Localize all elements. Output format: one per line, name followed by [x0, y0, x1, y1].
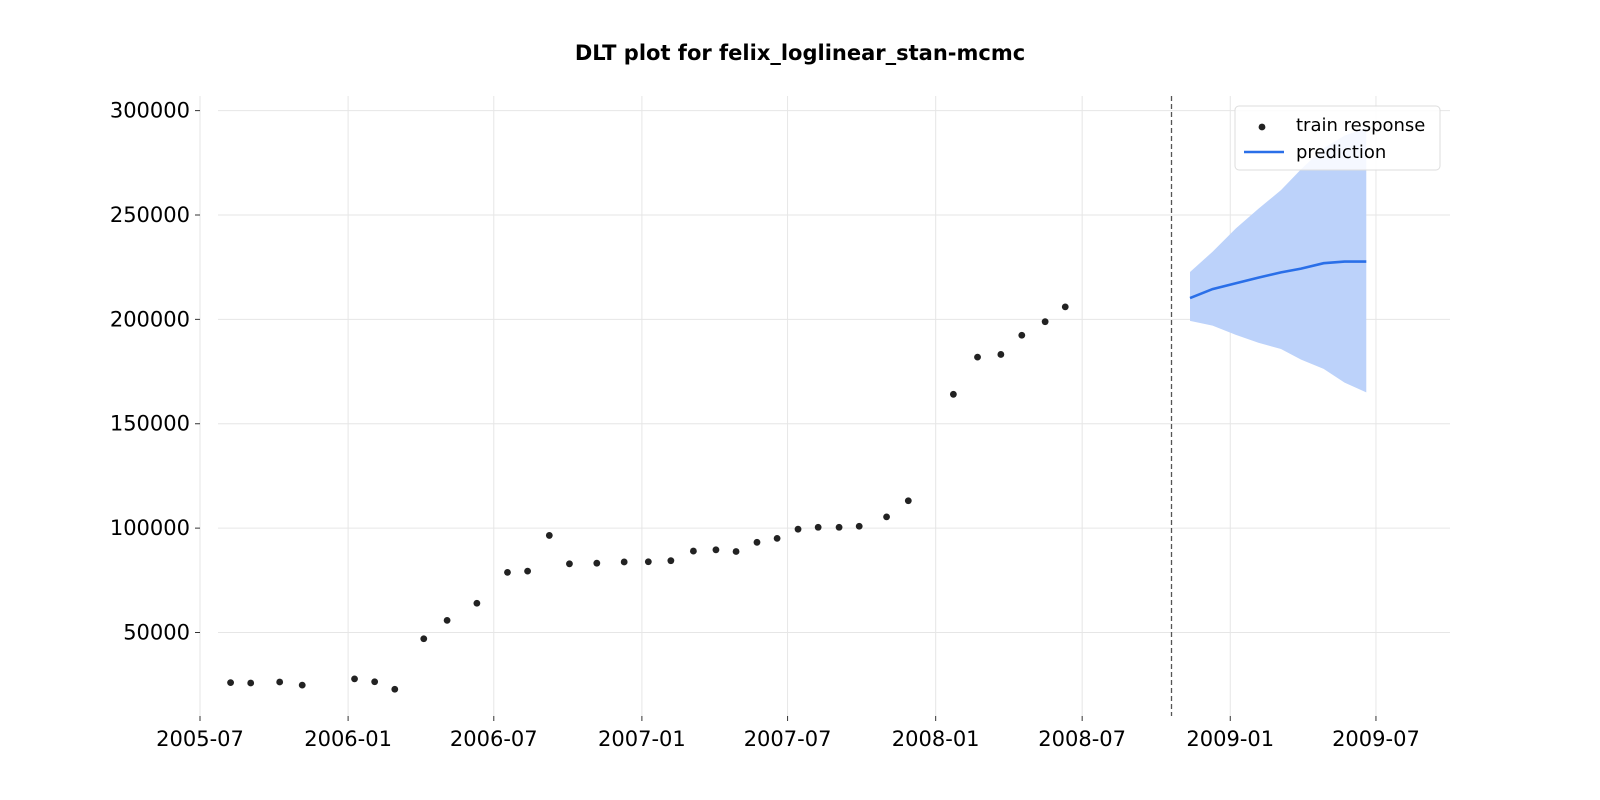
- train-response-point: [974, 353, 981, 361]
- train-response-point: [473, 599, 481, 607]
- train-response-point: [712, 546, 720, 554]
- train-response-point: [794, 525, 802, 533]
- legend-label: prediction: [1296, 142, 1386, 163]
- train-response-point: [351, 675, 358, 683]
- train-response-point: [566, 560, 573, 568]
- legend-label: train response: [1296, 115, 1425, 136]
- prediction-line: [1189, 260, 1367, 300]
- train-response-point: [753, 538, 761, 546]
- series: [227, 260, 1367, 693]
- y-tick-label: 200000: [110, 307, 190, 331]
- train-response-point: [620, 558, 628, 566]
- train-response-point: [883, 513, 890, 521]
- train-response-point: [835, 523, 843, 531]
- train-response-point: [524, 567, 531, 575]
- train-response-point: [227, 679, 234, 686]
- train-response-point: [949, 390, 957, 398]
- train-response-point: [371, 678, 379, 686]
- y-tick-label: 150000: [110, 412, 190, 436]
- train-response-point: [855, 522, 863, 530]
- x-tick-label: 2009-01: [1186, 727, 1274, 751]
- train-response-point: [276, 678, 284, 686]
- y-tick-label: 50000: [123, 620, 190, 644]
- y-tick-label: 100000: [110, 516, 190, 540]
- train-response-point: [1041, 318, 1049, 326]
- x-tick-label: 2006-07: [450, 727, 538, 751]
- train-response-point: [298, 681, 306, 689]
- train-response-point: [814, 523, 822, 531]
- x-tick-label: 2007-01: [598, 727, 686, 751]
- train-response-point: [904, 497, 912, 505]
- chart-title: DLT plot for felix_loglinear_stan-mcmc: [575, 41, 1025, 65]
- train-response-point: [667, 557, 675, 565]
- x-tick-label: 2006-01: [304, 727, 392, 751]
- train-response-point: [247, 679, 255, 687]
- train-response-point: [593, 559, 601, 567]
- train-response-point: [773, 534, 781, 542]
- x-tick-label: 2009-07: [1332, 727, 1420, 751]
- train-response-point: [997, 351, 1005, 358]
- axes: 50000 100000 150000 200000 250000 300000 2005-…: [110, 99, 1420, 751]
- prediction-band: [1190, 127, 1367, 393]
- train-response-point: [391, 685, 399, 693]
- train-response-point: [420, 635, 428, 643]
- train-response-point: [1061, 303, 1069, 311]
- prediction-interval-band: [1190, 127, 1367, 393]
- x-tick-label: 2008-07: [1038, 727, 1126, 751]
- y-tick-label: 300000: [110, 99, 190, 123]
- y-tick-label: 250000: [110, 203, 190, 227]
- train-response-point: [689, 547, 697, 555]
- train-response-point: [1018, 331, 1026, 339]
- train-response-point: [644, 558, 652, 566]
- legend: train response prediction: [1234, 105, 1441, 171]
- legend-box: [1234, 105, 1441, 171]
- train-response-point: [545, 532, 553, 539]
- grid: [199, 96, 1450, 716]
- x-tick-label: 2007-07: [744, 727, 832, 751]
- x-tick-label: 2008-01: [892, 727, 980, 751]
- train-response-point: [443, 616, 451, 624]
- train-response-point: [732, 548, 740, 555]
- x-tick-label: 2005-07: [156, 727, 244, 751]
- legend-marker-train-response: [1258, 123, 1266, 131]
- train-response-point: [504, 568, 511, 576]
